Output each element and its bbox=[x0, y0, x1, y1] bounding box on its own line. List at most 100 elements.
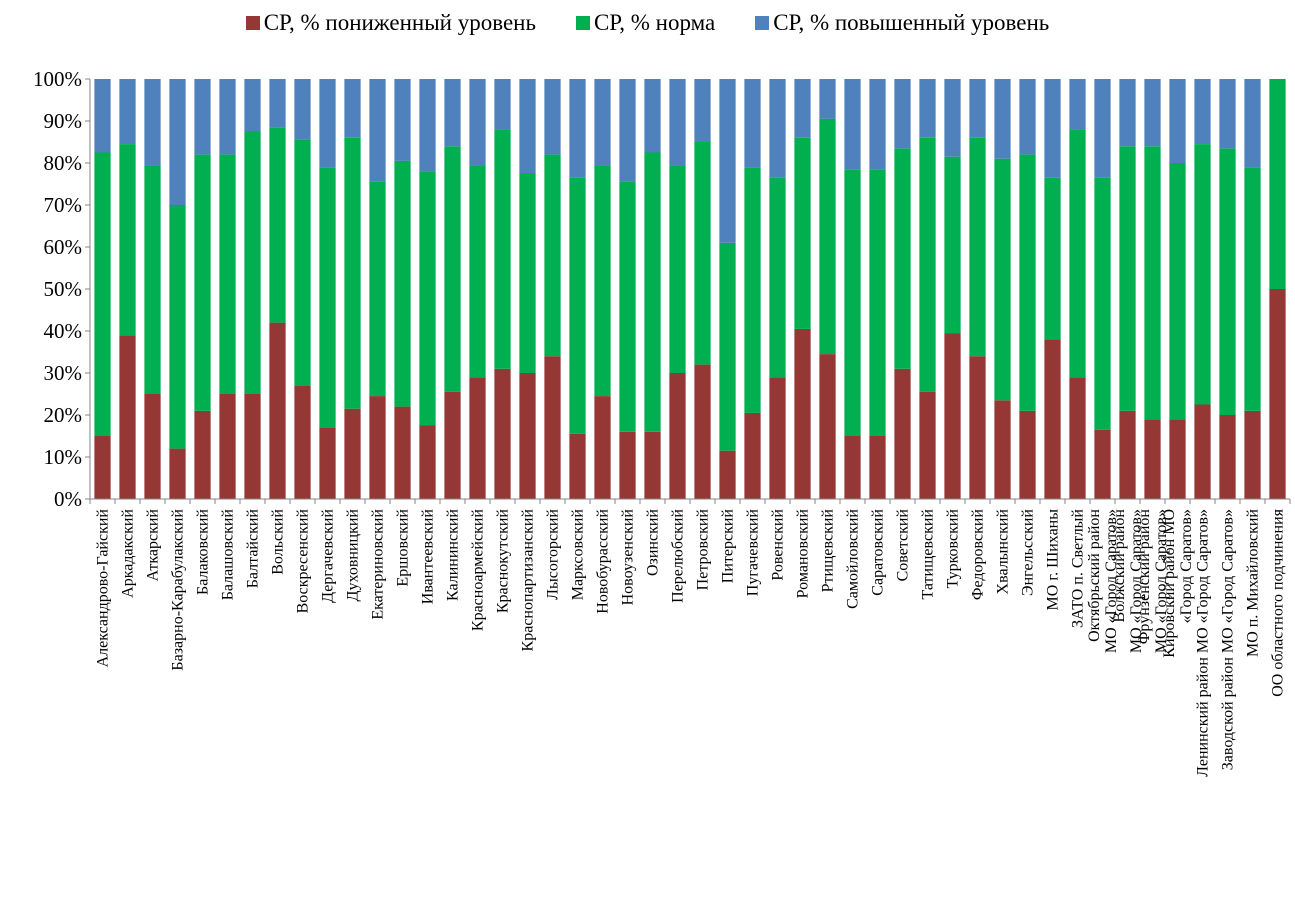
y-tick-label: 90% bbox=[44, 109, 83, 133]
bar-segment bbox=[969, 79, 986, 138]
x-category-label: Воскресенский bbox=[295, 509, 312, 614]
bar-segment bbox=[1219, 148, 1236, 416]
bar-segment bbox=[794, 79, 811, 138]
y-tick-label: 100% bbox=[33, 67, 82, 91]
x-category-label-line: «Город Саратов» bbox=[1178, 509, 1195, 623]
x-category-label: Аркадакский bbox=[120, 509, 137, 598]
x-category-label: Фрунзенский район МО «Город Саратов» bbox=[1136, 509, 1170, 654]
x-category-label-line: Вольский bbox=[270, 509, 287, 575]
x-category-label: Вольский bbox=[270, 509, 287, 575]
y-tick-label: 40% bbox=[44, 319, 83, 343]
bar-segment bbox=[869, 436, 886, 499]
bar-segment bbox=[1094, 177, 1111, 430]
bar-segment bbox=[644, 152, 661, 432]
bar-segment bbox=[1069, 377, 1086, 499]
bar-segment bbox=[1069, 79, 1086, 130]
bar-segment bbox=[1019, 79, 1036, 155]
bar-segment bbox=[544, 154, 561, 357]
x-category-label-line: Марксовский bbox=[570, 509, 587, 601]
bar-segment bbox=[619, 79, 636, 182]
x-category-label-line: Аркадакский bbox=[120, 509, 137, 598]
bar-segment bbox=[244, 394, 261, 499]
bar-segment bbox=[919, 137, 936, 392]
bar-segment bbox=[1244, 167, 1261, 411]
x-category-label: Александрово-Гайский bbox=[95, 509, 112, 668]
x-category-label: Романовский bbox=[795, 509, 812, 599]
bar-segment bbox=[544, 79, 561, 155]
y-tick-label: 10% bbox=[44, 445, 83, 469]
bar-segment bbox=[294, 139, 311, 386]
bar-segment bbox=[419, 425, 436, 499]
bar-segment bbox=[444, 391, 461, 499]
bar-segment bbox=[744, 79, 761, 168]
bar-segment bbox=[669, 165, 686, 373]
legend: СР, % пониженный уровень СР, % норма СР, %… bbox=[0, 10, 1295, 36]
x-category-label: Ртищевский bbox=[820, 509, 837, 593]
bar-segment bbox=[669, 373, 686, 499]
bar-segment bbox=[1094, 79, 1111, 178]
x-category-label: Татищевский bbox=[920, 509, 937, 600]
y-tick-label: 30% bbox=[44, 361, 83, 385]
bar-segment bbox=[969, 137, 986, 357]
x-category-label: Ровенский bbox=[770, 509, 787, 581]
bar-segment bbox=[1019, 410, 1036, 499]
x-category-label-line: ОО областного подчинения bbox=[1270, 508, 1287, 696]
bar-segment bbox=[694, 142, 711, 365]
x-category-label: Хвалынский bbox=[995, 509, 1012, 595]
bar-segment bbox=[1119, 146, 1136, 411]
x-category-label: Энгельсский bbox=[1020, 509, 1037, 596]
bar-segment bbox=[594, 165, 611, 397]
bar-segment bbox=[344, 408, 361, 499]
bar-segment bbox=[844, 169, 861, 437]
bar-segment bbox=[1144, 79, 1161, 147]
x-category-label-line: Волжский район bbox=[1111, 509, 1128, 623]
x-category-label-line: Кировский район МО bbox=[1161, 509, 1178, 658]
bar-segment bbox=[419, 171, 436, 426]
bar-segment bbox=[294, 385, 311, 499]
x-category-label-line: ЗАТО п. Светлый bbox=[1070, 509, 1087, 628]
x-category-label-line: МО г. Шиханы bbox=[1045, 509, 1062, 611]
bar-segment bbox=[669, 79, 686, 166]
x-category-label-line: Петровский bbox=[695, 509, 712, 591]
x-category-label: Дергачевский bbox=[320, 509, 337, 603]
x-category-label: Балашовский bbox=[220, 509, 237, 601]
x-category-label-line: Самойловский bbox=[845, 509, 862, 609]
x-category-label: Волжский район МО «Город Саратов» bbox=[1111, 509, 1145, 654]
x-category-label: Красноармейский bbox=[470, 509, 487, 632]
x-category-label-line: Новоузенский bbox=[620, 509, 637, 606]
bar-segment bbox=[369, 181, 386, 397]
bar-segment bbox=[169, 448, 186, 499]
bar-segment bbox=[94, 79, 111, 153]
x-category-label-line: Октябрьский район bbox=[1086, 509, 1103, 642]
x-category-label: Октябрьский район МО «Город Саратов» bbox=[1086, 509, 1120, 654]
bar-segment bbox=[444, 79, 461, 147]
bar-segment bbox=[994, 158, 1011, 401]
legend-label: СР, % пониженный уровень bbox=[263, 10, 536, 35]
bar-segment bbox=[244, 79, 261, 132]
bar-segment bbox=[944, 79, 961, 157]
x-category-label-line: Турковский bbox=[945, 509, 962, 589]
bar-segment bbox=[844, 79, 861, 170]
x-category-label-line: Краснопартизанский bbox=[520, 509, 537, 652]
x-category-label: Перелюбский bbox=[670, 509, 687, 603]
bar-segment bbox=[144, 165, 161, 394]
bar-segment bbox=[694, 364, 711, 499]
bar-segment bbox=[644, 431, 661, 499]
x-category-label-line: Балаковский bbox=[195, 509, 212, 595]
bar-segment bbox=[519, 79, 536, 174]
bar-segment bbox=[319, 167, 336, 428]
bar-segment bbox=[594, 79, 611, 166]
bar-segment bbox=[194, 79, 211, 155]
x-category-label-line: Энгельсский bbox=[1020, 509, 1037, 596]
x-category-label: Озинский bbox=[645, 509, 662, 576]
bar-segment bbox=[94, 152, 111, 436]
bar-segment bbox=[1119, 410, 1136, 499]
bar-segment bbox=[744, 412, 761, 499]
bar-segment bbox=[594, 396, 611, 499]
bar-segment bbox=[1044, 177, 1061, 340]
legend-swatch bbox=[755, 16, 770, 30]
x-category-label-line: Ртищевский bbox=[820, 509, 837, 593]
bar-segment bbox=[1144, 146, 1161, 420]
bar-segment bbox=[694, 79, 711, 142]
bar-segment bbox=[119, 335, 136, 499]
